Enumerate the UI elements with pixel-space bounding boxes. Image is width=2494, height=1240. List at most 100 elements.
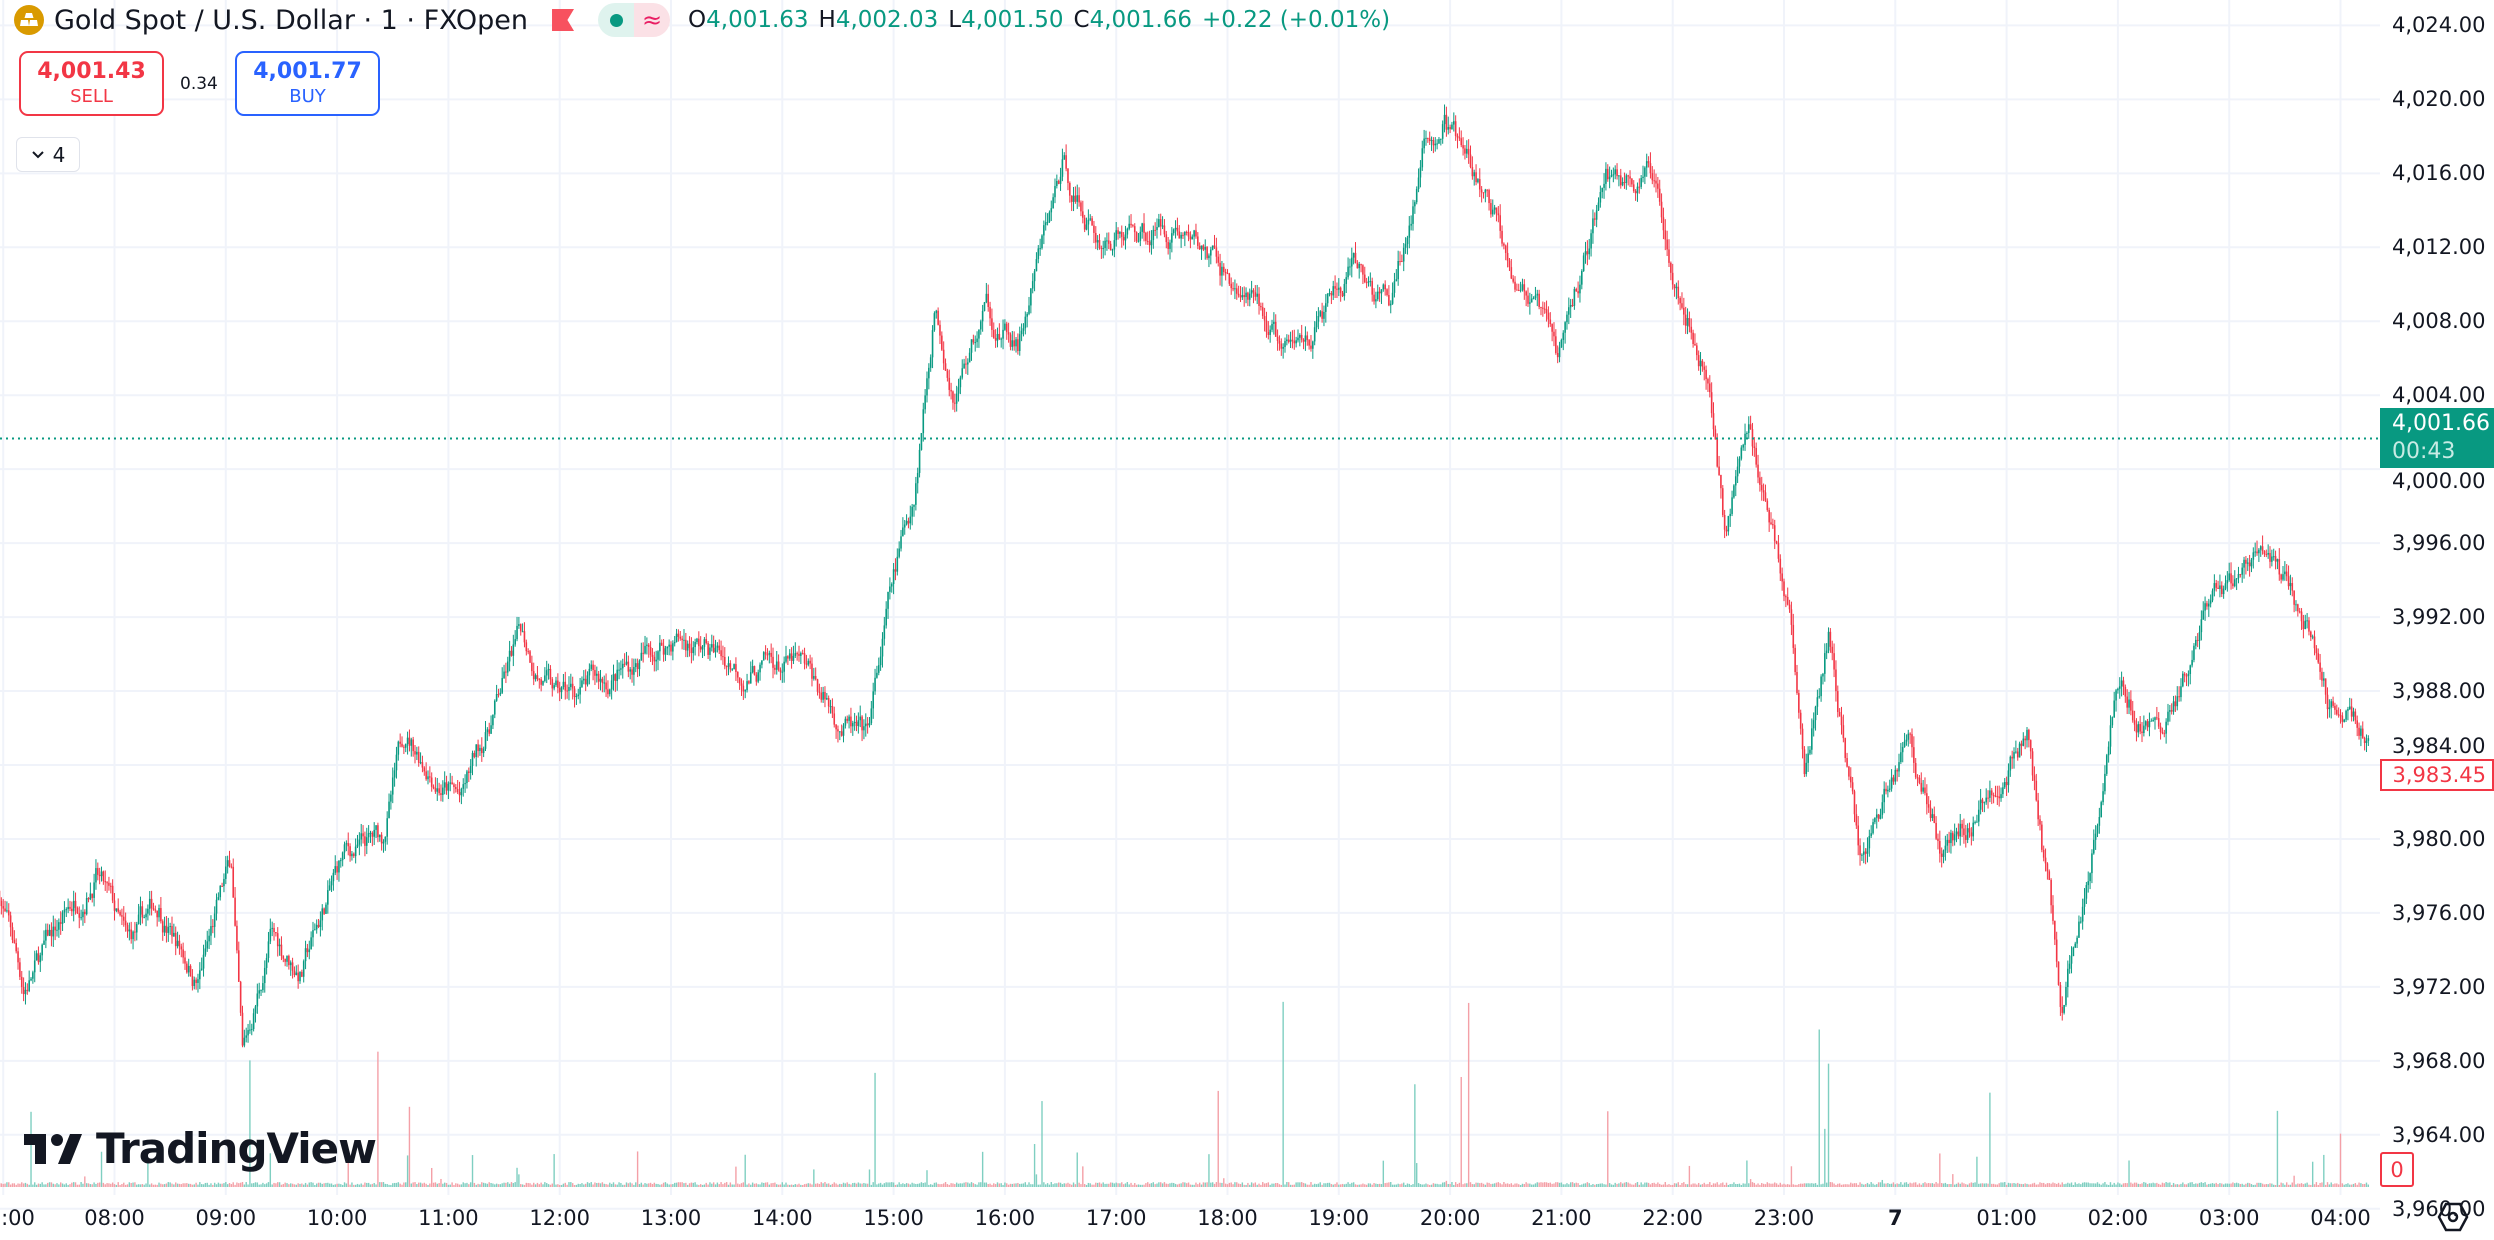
volume-bar [22, 1183, 25, 1187]
symbol-title[interactable]: Gold Spot / U.S. Dollar · 1 · FXOpen [54, 4, 529, 36]
candle-body [104, 881, 107, 883]
candle-body [1035, 259, 1038, 272]
volume-bar [1564, 1184, 1566, 1187]
market-status[interactable]: ≈ [598, 3, 671, 37]
candle-body [762, 652, 765, 661]
candle-body [1478, 179, 1481, 190]
buy-button[interactable]: 4,001.77 BUY [235, 51, 380, 116]
volume-bar [1874, 1184, 1876, 1187]
tradingview-logo[interactable]: TradingView [24, 1124, 377, 1173]
candle-body [1996, 796, 1999, 798]
candle-body [688, 643, 691, 649]
volume-bar [1857, 1184, 1859, 1187]
candle-body [1545, 309, 1548, 313]
tradingview-logo-icon [24, 1133, 82, 1164]
candle-body [707, 643, 709, 655]
candle-body [1139, 231, 1142, 241]
candle-body [1564, 322, 1566, 333]
volume-bar [193, 1184, 195, 1187]
candle-body [1879, 814, 1882, 819]
volume-bar [837, 1184, 839, 1187]
candle-body [421, 762, 424, 768]
volume-bar [933, 1182, 936, 1187]
time-tick: 09:00 [195, 1206, 257, 1230]
candle-body [2193, 645, 2195, 660]
candle-body [9, 915, 12, 928]
volume-bar [2274, 1184, 2277, 1187]
volume-bar [204, 1182, 207, 1187]
volume-bar [839, 1183, 841, 1187]
volume-bar [418, 1182, 420, 1187]
candle-body [468, 771, 470, 773]
candle-body [1840, 716, 1843, 726]
volume-bar [1480, 1182, 1483, 1187]
candle-body [1252, 290, 1255, 293]
candle-body [1291, 339, 1294, 341]
candle-body [1952, 832, 1954, 841]
candle-body [716, 645, 719, 648]
volume-bar [1807, 1183, 1809, 1187]
volume-bar [310, 1182, 312, 1187]
volume-bar [1096, 1182, 1099, 1187]
volume-bar [1620, 1182, 1622, 1187]
volume-bar [267, 1182, 270, 1187]
volume-bar [67, 1184, 69, 1187]
volume-bar [1213, 1183, 1216, 1187]
indicators-toggle[interactable]: 4 [16, 137, 80, 172]
candle-body [1634, 191, 1637, 194]
candle-body [2350, 706, 2353, 717]
volume-bar [213, 1182, 216, 1187]
candle-body [1250, 290, 1253, 294]
candle-body [278, 944, 281, 947]
candle-body [1313, 327, 1316, 342]
volume-bar [571, 1183, 574, 1187]
volume-bar [789, 1184, 791, 1187]
candle-body [1074, 195, 1077, 202]
candle-body [1449, 127, 1451, 130]
candle-body [1890, 777, 1893, 789]
volume-bar [1312, 1184, 1314, 1187]
candle-body [1415, 188, 1418, 203]
volume-bar [175, 1182, 177, 1187]
sell-button[interactable]: 4,001.43 SELL [19, 51, 164, 116]
candle-body [1310, 345, 1312, 349]
volume-bar [2126, 1183, 2128, 1187]
candle-body [406, 737, 409, 745]
volume-bar [1512, 1184, 1514, 1187]
candle-body [1911, 734, 1913, 748]
candle-body [673, 642, 676, 644]
volume-bar [225, 1182, 227, 1187]
volume-bar [2282, 1183, 2284, 1187]
volume-bar [907, 1183, 910, 1187]
symbol-header: Gold Spot / U.S. Dollar · 1 · FXOpen ≈ O… [14, 2, 1390, 38]
candle-body [1369, 281, 1372, 283]
candle-body [1614, 169, 1616, 175]
candle-body [890, 584, 893, 587]
candle-body [1490, 203, 1492, 215]
candle-body [319, 920, 322, 927]
volume-bar [876, 1184, 878, 1187]
volume-bar [1770, 1183, 1772, 1187]
volume-bar [1223, 1178, 1225, 1187]
volume-bar [583, 1184, 585, 1187]
candle-body [1414, 202, 1416, 207]
candle-body [186, 963, 188, 973]
candle-body [655, 659, 657, 662]
flag-icon[interactable] [552, 9, 575, 31]
candle-body [1734, 476, 1737, 486]
candle-body [1731, 497, 1733, 514]
settings-icon[interactable] [2436, 1200, 2470, 1234]
candle-body [1417, 177, 1420, 189]
candle-body [1603, 183, 1605, 188]
volume-bar [1705, 1184, 1707, 1187]
candle-body [1551, 324, 1553, 332]
candle-body [2341, 715, 2344, 722]
candle-body [365, 837, 368, 846]
volume-bar [642, 1184, 644, 1187]
volume-bar [377, 1051, 379, 1187]
volume-bar [1952, 1174, 1954, 1187]
volume-bar [215, 1184, 218, 1187]
volume-bar [2183, 1184, 2186, 1187]
candle-body [1445, 114, 1448, 130]
